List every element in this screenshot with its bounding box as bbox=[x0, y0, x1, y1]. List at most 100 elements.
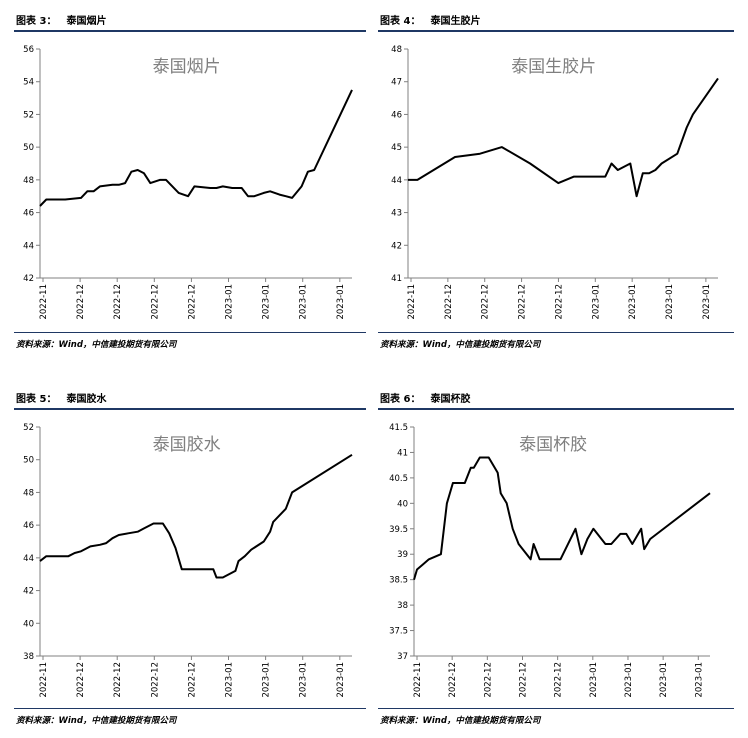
y-tick-label: 43 bbox=[391, 209, 402, 219]
y-tick-label: 41.5 bbox=[389, 423, 408, 433]
y-tick-label: 50 bbox=[23, 456, 34, 466]
y-tick-label: 42 bbox=[23, 587, 34, 597]
y-tick-label: 44 bbox=[391, 176, 402, 186]
x-tick-label: 2023-01 bbox=[694, 662, 704, 698]
x-tick-label: 2023-01 bbox=[702, 284, 712, 320]
x-tick-label: 2023-01 bbox=[624, 662, 634, 698]
y-tick-label: 40 bbox=[397, 499, 408, 509]
y-tick-label: 41 bbox=[391, 274, 402, 284]
series-line bbox=[408, 77, 719, 198]
x-tick-label: 2023-01 bbox=[299, 662, 309, 698]
x-tick-label: 2023-01 bbox=[628, 284, 638, 320]
y-tick-label: 50 bbox=[23, 143, 34, 153]
y-tick-label: 56 bbox=[23, 45, 34, 55]
y-tick-label: 44 bbox=[23, 554, 34, 564]
x-tick-label: 2022-12 bbox=[113, 284, 123, 320]
y-tick-label: 39 bbox=[397, 550, 408, 560]
line-chart-thai-rss: 泰国烟片 42 44 46 48 50 52 54 56 2022-11 2022-12 2022-1… bbox=[23, 45, 353, 320]
y-tick-label: 40.5 bbox=[389, 474, 408, 484]
x-tick-label: 2022-12 bbox=[554, 662, 564, 698]
x-tick-label: 2022-12 bbox=[150, 284, 160, 320]
x-tick-label: 2022-11 bbox=[407, 284, 417, 320]
source-note: 资料来源：Wind，中信建投期货有限公司 bbox=[380, 716, 541, 726]
x-tick-label: 2022-12 bbox=[444, 284, 454, 320]
y-tick-label: 47 bbox=[391, 78, 402, 88]
y-tick-label: 48 bbox=[23, 488, 34, 498]
bottom-rule bbox=[14, 708, 366, 709]
y-tick-label: 39.5 bbox=[389, 525, 408, 535]
chart-watermark-title: 泰国生胶片 bbox=[511, 57, 596, 77]
figure-label: 图表 4： bbox=[380, 16, 421, 27]
figure-label: 图表 5： bbox=[16, 394, 57, 405]
x-tick-label: 2023-01 bbox=[659, 662, 669, 698]
y-tick-label: 38 bbox=[23, 652, 34, 662]
x-tick-label: 2023-01 bbox=[225, 284, 235, 320]
chart-name: 泰国烟片 bbox=[66, 16, 107, 27]
chart-watermark-title: 泰国胶水 bbox=[153, 435, 221, 455]
x-tick-label: 2022-11 bbox=[39, 284, 49, 320]
y-tick-label: 42 bbox=[23, 274, 34, 284]
x-tick-label: 2023-01 bbox=[665, 284, 675, 320]
bottom-rule bbox=[14, 332, 366, 333]
y-tick-label: 44 bbox=[23, 241, 34, 251]
y-tick-label: 52 bbox=[23, 110, 34, 120]
top-rule bbox=[378, 30, 734, 32]
x-tick-label: 2023-01 bbox=[591, 284, 601, 320]
x-tick-label: 2023-01 bbox=[336, 284, 346, 320]
y-tick-label: 38.5 bbox=[389, 576, 408, 586]
x-tick-label: 2022-12 bbox=[518, 284, 528, 320]
y-tick-label: 38 bbox=[397, 601, 408, 611]
y-tick-label: 46 bbox=[23, 521, 34, 531]
y-tick-label: 48 bbox=[391, 45, 402, 55]
x-tick-label: 2023-01 bbox=[262, 284, 272, 320]
series-line bbox=[413, 456, 711, 580]
x-tick-label: 2022-12 bbox=[150, 662, 160, 698]
chart-name: 泰国杯胶 bbox=[430, 394, 471, 405]
x-tick-label: 2022-11 bbox=[39, 662, 49, 698]
panel-title: 图表 5： 泰国胶水 bbox=[16, 390, 106, 405]
top-rule bbox=[14, 30, 366, 32]
panel-title: 图表 4： 泰国生胶片 bbox=[380, 12, 480, 27]
bottom-rule bbox=[378, 332, 734, 333]
y-tick-label: 41 bbox=[397, 448, 408, 458]
chart-name: 泰国生胶片 bbox=[430, 16, 481, 27]
x-tick-label: 2023-01 bbox=[299, 284, 309, 320]
line-chart-thai-latex: 泰国胶水 38 40 42 44 46 48 50 52 2022-11 2022-12 2022-1… bbox=[23, 423, 353, 698]
panel-title: 图表 3： 泰国烟片 bbox=[16, 12, 106, 27]
line-chart-thai-unsmoked-sheet: 泰国生胶片 41 42 43 44 45 46 47 48 2022-11 2022-12 2022-… bbox=[391, 45, 719, 320]
y-tick-label: 40 bbox=[23, 619, 34, 629]
x-tick-label: 2022-12 bbox=[187, 662, 197, 698]
figure-label: 图表 3： bbox=[16, 16, 57, 27]
x-tick-label: 2022-12 bbox=[554, 284, 564, 320]
y-tick-label: 54 bbox=[23, 78, 34, 88]
x-tick-label: 2022-12 bbox=[448, 662, 458, 698]
x-tick-label: 2022-12 bbox=[113, 662, 123, 698]
y-tick-label: 52 bbox=[23, 423, 34, 433]
top-rule bbox=[14, 408, 366, 410]
bottom-rule bbox=[378, 708, 734, 709]
x-tick-label: 2022-12 bbox=[187, 284, 197, 320]
line-chart-thai-cup-lump: 泰国杯胶 37 37.5 38 38.5 39 39.5 40 40.5 41 41.5 2022-1… bbox=[389, 423, 711, 698]
x-tick-label: 2023-01 bbox=[589, 662, 599, 698]
x-tick-label: 2022-12 bbox=[76, 284, 86, 320]
y-tick-label: 46 bbox=[391, 110, 402, 120]
x-tick-label: 2023-01 bbox=[336, 662, 346, 698]
x-tick-label: 2022-12 bbox=[76, 662, 86, 698]
chart-name: 泰国胶水 bbox=[66, 394, 107, 405]
y-tick-label: 37 bbox=[397, 652, 408, 662]
chart-watermark-title: 泰国烟片 bbox=[153, 57, 221, 77]
source-note: 资料来源：Wind，中信建投期货有限公司 bbox=[380, 340, 541, 350]
source-note: 资料来源：Wind，中信建投期货有限公司 bbox=[16, 716, 177, 726]
x-tick-label: 2022-12 bbox=[518, 662, 528, 698]
x-tick-label: 2023-01 bbox=[262, 662, 272, 698]
series-line bbox=[39, 453, 353, 579]
chart-watermark-title: 泰国杯胶 bbox=[519, 435, 587, 455]
y-tick-label: 46 bbox=[23, 209, 34, 219]
y-tick-label: 42 bbox=[391, 241, 402, 251]
y-tick-label: 45 bbox=[391, 143, 402, 153]
x-tick-label: 2022-11 bbox=[413, 662, 423, 698]
x-tick-label: 2022-12 bbox=[481, 284, 491, 320]
series-line bbox=[39, 89, 353, 207]
y-tick-label: 37.5 bbox=[389, 627, 408, 637]
top-rule bbox=[378, 408, 734, 410]
